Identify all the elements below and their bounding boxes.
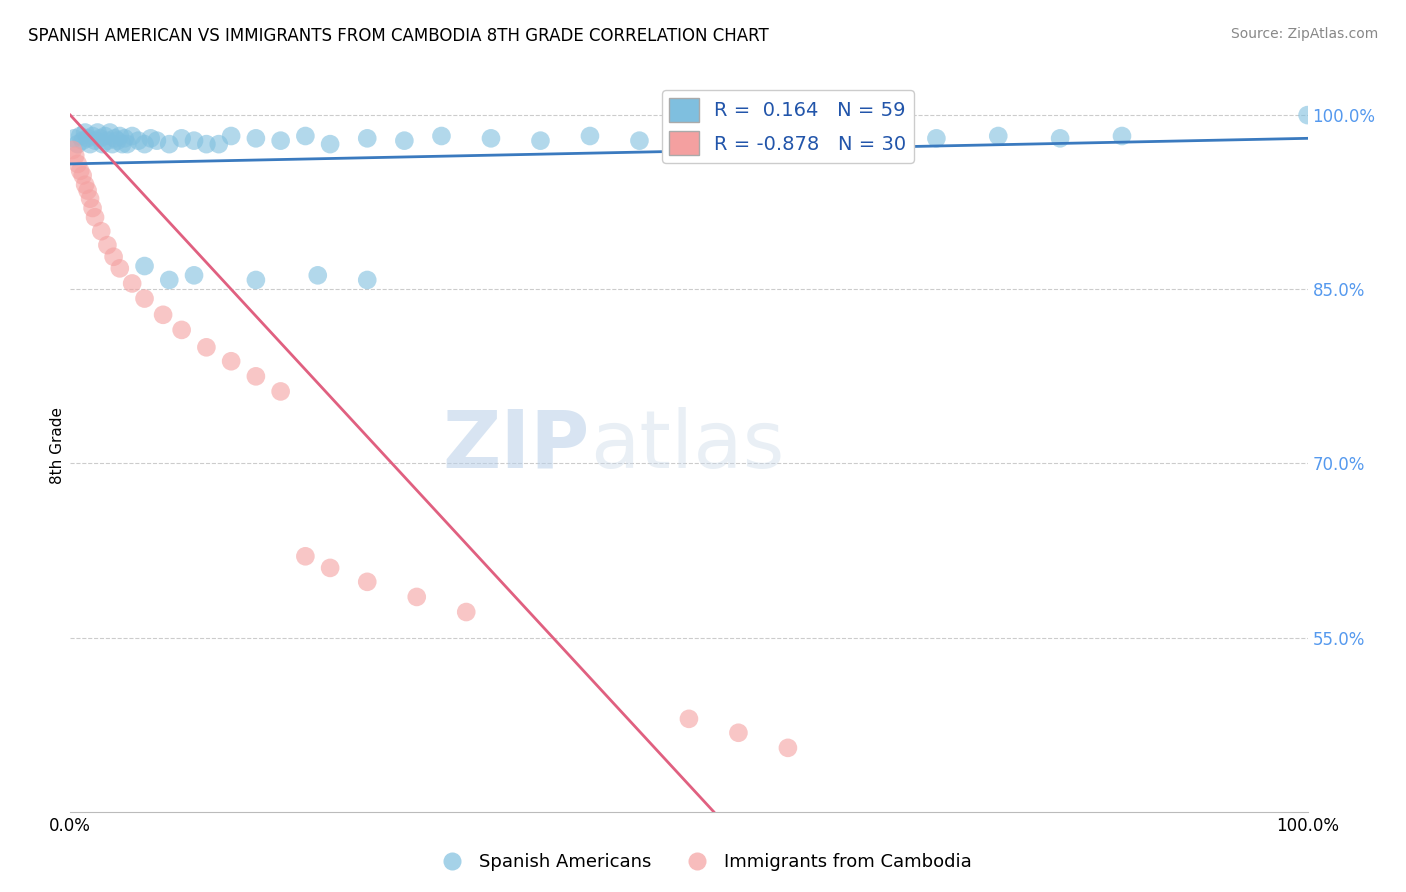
- Point: [394, 134, 416, 148]
- Point: [270, 384, 292, 399]
- Point: [863, 128, 886, 143]
- Point: [356, 131, 378, 145]
- Point: [157, 273, 180, 287]
- Point: [456, 605, 478, 619]
- Point: [89, 131, 111, 145]
- Point: [108, 261, 131, 276]
- Point: [1049, 131, 1071, 145]
- Point: [294, 128, 316, 143]
- Point: [170, 323, 193, 337]
- Point: [75, 126, 97, 140]
- Point: [319, 137, 342, 152]
- Text: Source: ZipAtlas.com: Source: ZipAtlas.com: [1230, 27, 1378, 41]
- Point: [270, 134, 292, 148]
- Point: [90, 224, 112, 238]
- Point: [245, 131, 267, 145]
- Point: [96, 134, 118, 148]
- Text: atlas: atlas: [591, 407, 785, 485]
- Point: [82, 201, 104, 215]
- Y-axis label: 8th Grade: 8th Grade: [49, 408, 65, 484]
- Point: [82, 128, 104, 143]
- Point: [356, 574, 378, 589]
- Point: [183, 134, 205, 148]
- Point: [727, 725, 749, 739]
- Point: [76, 184, 98, 198]
- Point: [183, 268, 205, 283]
- Point: [111, 137, 134, 152]
- Point: [245, 273, 267, 287]
- Point: [678, 712, 700, 726]
- Point: [103, 250, 125, 264]
- Point: [1296, 108, 1319, 122]
- Point: [170, 131, 193, 145]
- Point: [79, 192, 101, 206]
- Point: [776, 740, 799, 755]
- Text: ZIP: ZIP: [443, 407, 591, 485]
- Point: [121, 277, 143, 291]
- Point: [307, 268, 329, 283]
- Point: [114, 131, 136, 145]
- Point: [79, 137, 101, 152]
- Point: [356, 273, 378, 287]
- Point: [91, 137, 114, 152]
- Point: [65, 149, 87, 163]
- Point: [94, 128, 117, 143]
- Legend: R =  0.164   N = 59, R = -0.878   N = 30: R = 0.164 N = 59, R = -0.878 N = 30: [662, 90, 914, 162]
- Point: [134, 292, 156, 306]
- Point: [108, 128, 131, 143]
- Point: [801, 131, 824, 145]
- Point: [66, 137, 89, 152]
- Point: [157, 137, 180, 152]
- Point: [987, 128, 1010, 143]
- Point: [69, 164, 91, 178]
- Point: [727, 128, 749, 143]
- Point: [1111, 128, 1133, 143]
- Point: [75, 178, 97, 192]
- Point: [86, 126, 108, 140]
- Point: [430, 128, 453, 143]
- Point: [63, 131, 86, 145]
- Point: [98, 126, 121, 140]
- Point: [195, 137, 218, 152]
- Point: [319, 561, 342, 575]
- Point: [76, 131, 98, 145]
- Text: SPANISH AMERICAN VS IMMIGRANTS FROM CAMBODIA 8TH GRADE CORRELATION CHART: SPANISH AMERICAN VS IMMIGRANTS FROM CAMB…: [28, 27, 769, 45]
- Point: [405, 590, 427, 604]
- Point: [208, 137, 231, 152]
- Point: [139, 131, 162, 145]
- Point: [628, 134, 651, 148]
- Point: [529, 134, 551, 148]
- Point: [219, 354, 242, 368]
- Point: [84, 134, 107, 148]
- Point: [72, 169, 94, 183]
- Point: [69, 128, 91, 143]
- Point: [72, 134, 94, 148]
- Point: [152, 308, 174, 322]
- Point: [104, 131, 127, 145]
- Point: [134, 137, 156, 152]
- Point: [579, 128, 602, 143]
- Legend: Spanish Americans, Immigrants from Cambodia: Spanish Americans, Immigrants from Cambo…: [427, 847, 979, 879]
- Point: [146, 134, 169, 148]
- Point: [121, 128, 143, 143]
- Point: [96, 238, 118, 252]
- Point: [134, 259, 156, 273]
- Point: [294, 549, 316, 564]
- Point: [127, 134, 149, 148]
- Point: [84, 211, 107, 225]
- Point: [115, 137, 138, 152]
- Point: [219, 128, 242, 143]
- Point: [678, 131, 700, 145]
- Point: [66, 157, 89, 171]
- Point: [925, 131, 948, 145]
- Point: [105, 134, 128, 148]
- Point: [479, 131, 502, 145]
- Point: [101, 137, 124, 152]
- Point: [245, 369, 267, 384]
- Point: [195, 340, 218, 354]
- Point: [62, 143, 84, 157]
